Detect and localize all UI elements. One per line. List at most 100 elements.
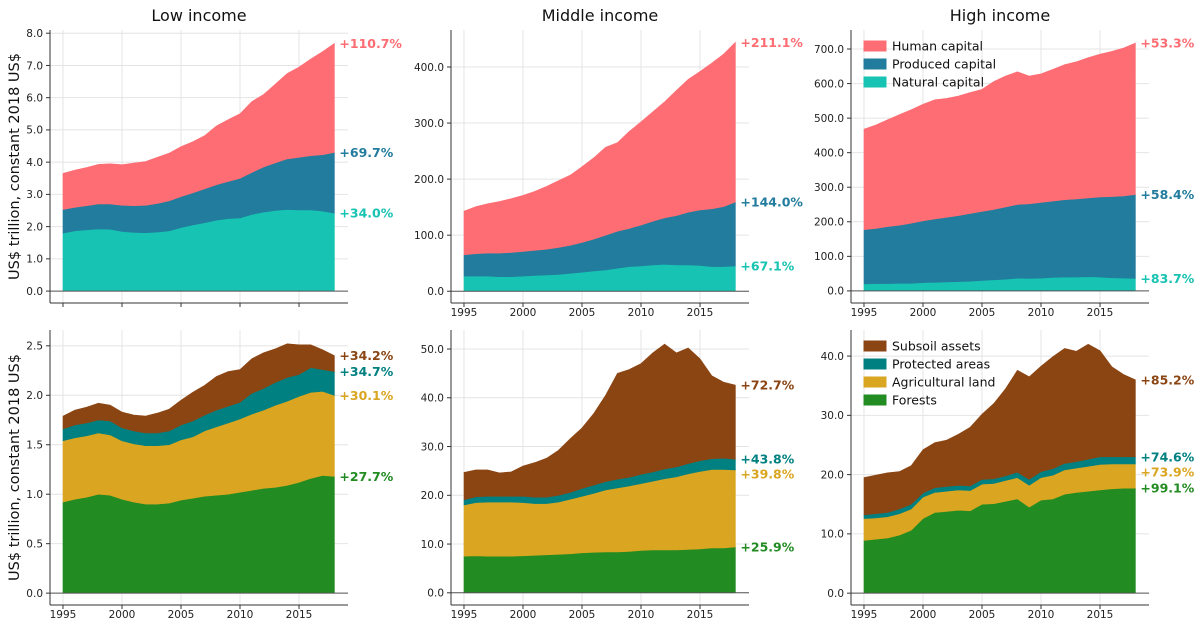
y-tick-label: 10.0 [821, 529, 844, 541]
legend-label: Subsoil assets [892, 339, 981, 354]
x-tick-label: 2005 [569, 609, 596, 621]
y-tick-label: 2.0 [26, 390, 43, 402]
legend-swatch [863, 40, 887, 52]
x-tick-label: 2005 [569, 307, 596, 319]
legend: Human capital Produced capital Natural cap… [863, 39, 996, 90]
legend-label: Produced capital [892, 57, 996, 72]
end-label: +72.7% [740, 378, 794, 393]
end-label: +34.7% [339, 364, 393, 379]
end-label: +69.7% [339, 145, 393, 160]
y-tick-label: 0.0 [427, 286, 444, 298]
y-tick-label: 7.0 [26, 60, 43, 72]
legend-label: Forests [892, 393, 937, 408]
y-tick-label: 10.0 [421, 539, 444, 551]
legend-label: Human capital [892, 39, 983, 54]
x-tick-label: 2000 [109, 609, 136, 621]
y-tick-label: 4.0 [26, 157, 43, 169]
area-subsoil-assets [62, 343, 335, 434]
legend-label: Protected areas [892, 357, 990, 372]
y-tick-label: 100.0 [414, 230, 444, 242]
y-tick-label: 5.0 [26, 125, 43, 137]
area-human-capital [463, 41, 736, 256]
end-label: +27.7% [339, 469, 393, 484]
y-tick-label: 0.0 [427, 588, 444, 600]
end-label: +73.9% [1140, 464, 1194, 479]
y-tick-label: 400.0 [814, 147, 844, 159]
panel-0: 0.0 1.0 2.0 3.0 4.0 5.0 6.0 7.0 8.0 +110.7% +69.7%… [7, 6, 402, 307]
y-tick-label: 300.0 [414, 118, 444, 130]
panel-5: 0.0 10.0 20.0 30.0 40.0 1995 2000 2005 2010 2015 +… [821, 330, 1195, 621]
panel-3: 0.0 0.5 1.0 1.5 2.0 2.5 1995 2000 2005 2010 2015 +3… [7, 330, 394, 621]
end-label: +39.8% [740, 467, 794, 482]
y-tick-label: 3.0 [26, 189, 43, 201]
end-label: +110.7% [339, 36, 402, 51]
y-tick-label: 6.0 [26, 92, 43, 104]
x-tick-label: 2010 [628, 609, 655, 621]
y-tick-label: 100.0 [814, 251, 844, 263]
y-tick-label: 1.0 [26, 489, 43, 501]
y-axis-label: US$ trillion, constant 2018 US$ [7, 53, 23, 280]
x-tick-label: 2010 [227, 609, 254, 621]
y-tick-label: 2.5 [26, 341, 43, 353]
y-tick-label: 200.0 [414, 174, 444, 186]
y-tick-label: 2.0 [26, 221, 43, 233]
end-label: +58.4% [1140, 187, 1194, 202]
x-tick-label: 2000 [510, 307, 537, 319]
end-label: +43.8% [740, 452, 794, 467]
y-tick-label: 0.0 [26, 286, 43, 298]
panel-title: Middle income [542, 6, 659, 25]
legend-swatch [863, 394, 887, 406]
legend-swatch [863, 76, 887, 88]
y-tick-label: 600.0 [814, 78, 844, 90]
x-tick-label: 2015 [687, 609, 714, 621]
y-tick-label: 0.0 [26, 588, 43, 600]
legend-swatch [863, 58, 887, 70]
y-axis-label: US$ trillion, constant 2018 US$ [7, 354, 23, 581]
x-tick-label: 2000 [510, 609, 537, 621]
area-human-capital [62, 42, 335, 210]
x-tick-label: 2010 [1028, 609, 1055, 621]
x-tick-label: 2005 [969, 307, 996, 319]
x-tick-label: 2015 [1087, 307, 1114, 319]
x-tick-label: 2000 [910, 609, 937, 621]
x-tick-label: 1995 [451, 307, 478, 319]
x-tick-label: 2000 [910, 307, 937, 319]
x-tick-label: 2015 [687, 307, 714, 319]
end-label: +30.1% [339, 388, 393, 403]
end-label: +83.7% [1140, 271, 1194, 286]
legend-swatch [863, 376, 887, 388]
legend-swatch [863, 340, 887, 352]
panel-1: 0.0 100.0 200.0 300.0 400.0 1995 2000 2005 2010 2… [414, 6, 804, 319]
panel-2: 0.0 100.0 200.0 300.0 400.0 500.0 600.0 700.0 19… [814, 6, 1195, 319]
end-label: +67.1% [740, 259, 794, 274]
legend-swatch [863, 358, 887, 370]
y-tick-label: 300.0 [814, 182, 844, 194]
x-tick-label: 2010 [1028, 307, 1055, 319]
area-subsoil-assets [463, 343, 736, 501]
y-tick-label: 0.0 [827, 588, 844, 600]
y-tick-label: 40.0 [821, 351, 844, 363]
end-label: +34.0% [339, 206, 393, 221]
y-tick-label: 200.0 [814, 217, 844, 229]
legend: Subsoil assets Protected areas Agricultura… [863, 339, 995, 408]
end-label: +74.6% [1140, 449, 1194, 464]
x-tick-label: 1995 [451, 609, 478, 621]
x-tick-label: 2005 [969, 609, 996, 621]
end-label: +53.3% [1140, 36, 1194, 51]
y-tick-label: 8.0 [26, 28, 43, 40]
y-tick-label: 500.0 [814, 113, 844, 125]
end-label: +99.1% [1140, 481, 1194, 496]
y-tick-label: 1.5 [26, 440, 43, 452]
end-label: +85.2% [1140, 372, 1194, 387]
area-human-capital [863, 42, 1136, 231]
x-tick-label: 2010 [628, 307, 655, 319]
y-tick-label: 30.0 [821, 410, 844, 422]
x-tick-label: 2005 [168, 609, 195, 621]
y-tick-label: 20.0 [821, 469, 844, 481]
legend-label: Agricultural land [892, 375, 995, 390]
y-tick-label: 50.0 [421, 344, 444, 356]
end-label: +25.9% [740, 539, 794, 554]
y-tick-label: 400.0 [414, 62, 444, 74]
x-tick-label: 2015 [286, 609, 313, 621]
